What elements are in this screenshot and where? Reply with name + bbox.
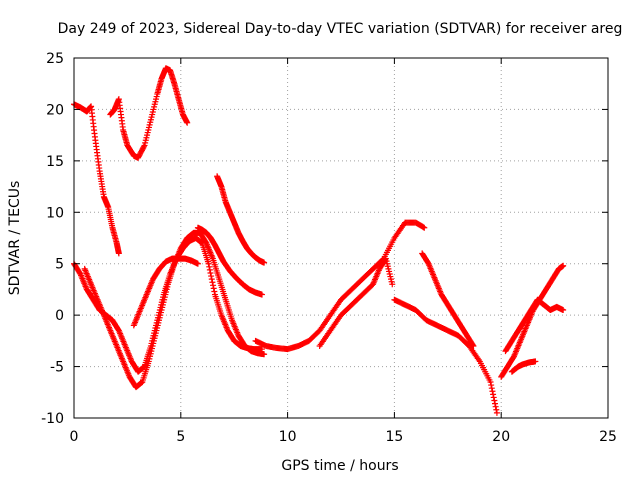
data-point — [488, 385, 495, 392]
data-point — [493, 409, 500, 416]
data-point — [532, 358, 539, 365]
data-point — [261, 351, 268, 358]
series-arc-4 — [81, 229, 268, 391]
data-point — [205, 260, 212, 267]
data-point — [208, 273, 215, 280]
x-axis-label: GPS time / hours — [281, 458, 398, 474]
data-point — [210, 282, 217, 289]
data-point — [140, 143, 147, 150]
series-arc-5 — [130, 255, 201, 329]
data-point — [469, 341, 476, 348]
data-point — [258, 291, 265, 298]
data-point — [206, 266, 213, 273]
y-tick-label: 20 — [46, 102, 64, 118]
series-arc-13 — [502, 296, 567, 355]
data-point — [261, 259, 268, 266]
y-axis-label: SDTVAR / TECUs — [7, 181, 23, 296]
plot-frame — [73, 57, 609, 419]
series-arc-8 — [252, 219, 428, 353]
series-arc-11 — [419, 250, 477, 349]
x-tick-label: 0 — [70, 429, 79, 445]
data-point — [492, 400, 499, 407]
x-tick-label: 25 — [599, 429, 617, 445]
chart-title: Day 249 of 2023, Sidereal Day-to-day VTE… — [58, 21, 623, 37]
series-arc-2 — [107, 65, 191, 161]
data-point — [488, 382, 495, 389]
data-point — [194, 260, 201, 267]
series-arc-1 — [71, 101, 122, 257]
data-series — [71, 65, 567, 416]
data-point — [491, 397, 498, 404]
data-point — [493, 406, 500, 413]
data-point — [115, 250, 122, 257]
data-point — [490, 394, 497, 401]
data-point — [209, 279, 216, 286]
series-arc-10 — [391, 296, 500, 416]
x-tick-label: 20 — [492, 429, 510, 445]
data-point — [490, 391, 497, 398]
series-arc-14 — [508, 358, 539, 375]
y-tick-label: -10 — [41, 411, 64, 427]
data-point — [184, 119, 191, 126]
data-point — [487, 379, 494, 385]
x-tick-label: 5 — [176, 429, 185, 445]
data-point — [210, 285, 217, 292]
data-point — [421, 224, 428, 231]
series-arc-9 — [316, 255, 396, 349]
x-tick-label: 15 — [385, 429, 403, 445]
data-point — [492, 403, 499, 410]
data-point — [206, 263, 213, 270]
y-tick-label: 5 — [55, 257, 64, 273]
data-point — [470, 343, 477, 349]
y-tick-label: 0 — [55, 308, 64, 324]
series-arc-7 — [194, 224, 265, 298]
data-point — [560, 307, 567, 313]
data-point — [211, 288, 218, 295]
data-point — [389, 281, 396, 288]
series-arc-6 — [214, 173, 268, 266]
x-tick-label: 10 — [279, 429, 297, 445]
data-point — [560, 262, 567, 269]
y-tick-label: -5 — [50, 360, 64, 376]
data-point — [489, 388, 496, 395]
data-point — [207, 269, 214, 276]
y-tick-label: 25 — [46, 51, 64, 67]
y-tick-label: 10 — [46, 205, 64, 221]
axis-ticks: 0 5 10 15 20 25 -10 -5 0 5 10 15 20 25 — [41, 51, 617, 445]
data-point — [208, 276, 215, 283]
y-tick-label: 15 — [46, 154, 64, 170]
